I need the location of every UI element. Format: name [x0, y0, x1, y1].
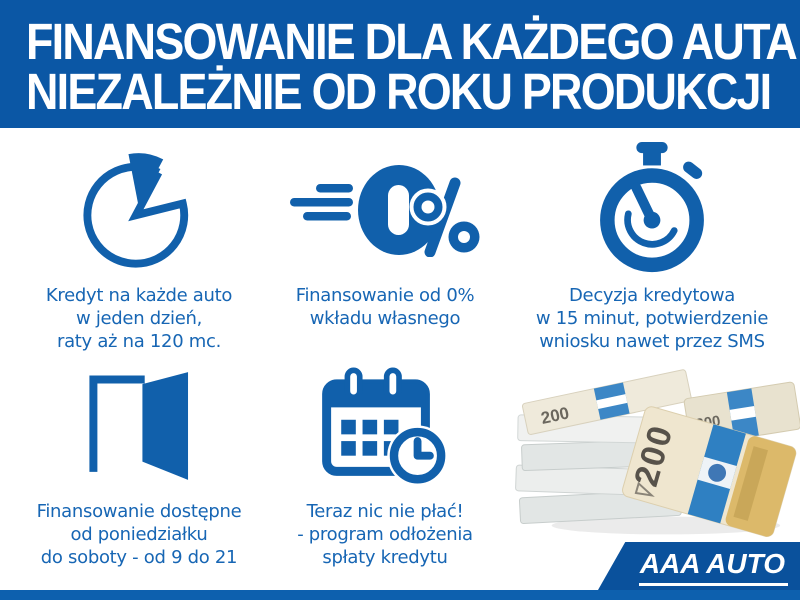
feature-caption: Decyzja kredytowa w 15 minut, potwierdze… — [535, 284, 769, 353]
caption-line: Finansowanie dostępne — [36, 501, 242, 522]
zero-percent-icon — [288, 142, 483, 278]
stopwatch-icon — [590, 140, 714, 278]
feature-caption: Kredyt na każde auto w jeden dzień, raty… — [45, 284, 233, 353]
open-door-icon — [82, 362, 196, 494]
caption-line: wkładu własnego — [309, 308, 461, 329]
caption-line: spłaty kredytu — [322, 547, 448, 568]
feature-zero-percent: Finansowanie od 0% wkładu własnego — [264, 142, 506, 330]
feature-deferred-payment: Teraz nic nie płać! - program odłożenia … — [264, 358, 506, 569]
calendar-clock-icon — [321, 358, 449, 494]
bottom-strip — [0, 590, 800, 600]
caption-line: raty aż na 120 mc. — [56, 331, 222, 352]
banknote-bundle-front: 200 — [622, 406, 797, 537]
header-banner: FINANSOWANIE DLA KAŻDEGO AUTA NIEZALEŻNI… — [0, 0, 800, 128]
caption-line: Decyzja kredytowa — [568, 285, 735, 306]
header-title-line1: FINANSOWANIE DLA KAŻDEGO AUTA — [26, 13, 798, 70]
caption-line: w 15 minut, potwierdzenie — [535, 308, 769, 329]
feature-caption: Teraz nic nie płać! - program odłożenia … — [297, 500, 473, 569]
money-stacks-photo: 200 200 200 — [502, 352, 800, 542]
caption-line: Finansowanie od 0% — [295, 285, 475, 306]
caption-line: Teraz nic nie płać! — [306, 501, 464, 522]
feature-financing-hours: Finansowanie dostępne od poniedziałku do… — [16, 362, 262, 569]
pie-chart-icon — [80, 142, 198, 278]
caption-line: Kredyt na każde auto — [45, 285, 233, 306]
feature-credit-decision: Decyzja kredytowa w 15 minut, potwierdze… — [506, 140, 798, 353]
caption-line: - program odłożenia — [297, 524, 473, 545]
feature-credit-every-car: Kredyt na każde auto w jeden dzień, raty… — [16, 142, 262, 353]
caption-line: w jeden dzień, — [75, 308, 203, 329]
caption-line: od poniedziałku — [70, 524, 208, 545]
aaa-auto-logo-text: AAA AUTO — [638, 548, 788, 586]
aaa-auto-logo: AAA AUTO — [598, 542, 800, 590]
feature-caption: Finansowanie od 0% wkładu własnego — [296, 284, 475, 330]
feature-caption: Finansowanie dostępne od poniedziałku do… — [37, 500, 242, 569]
caption-line: wniosku nawet przez SMS — [539, 331, 765, 352]
caption-line: do soboty - od 9 do 21 — [40, 547, 238, 568]
header-title-line2: NIEZALEŻNIE OD ROKU PRODUKCJI — [26, 63, 772, 120]
